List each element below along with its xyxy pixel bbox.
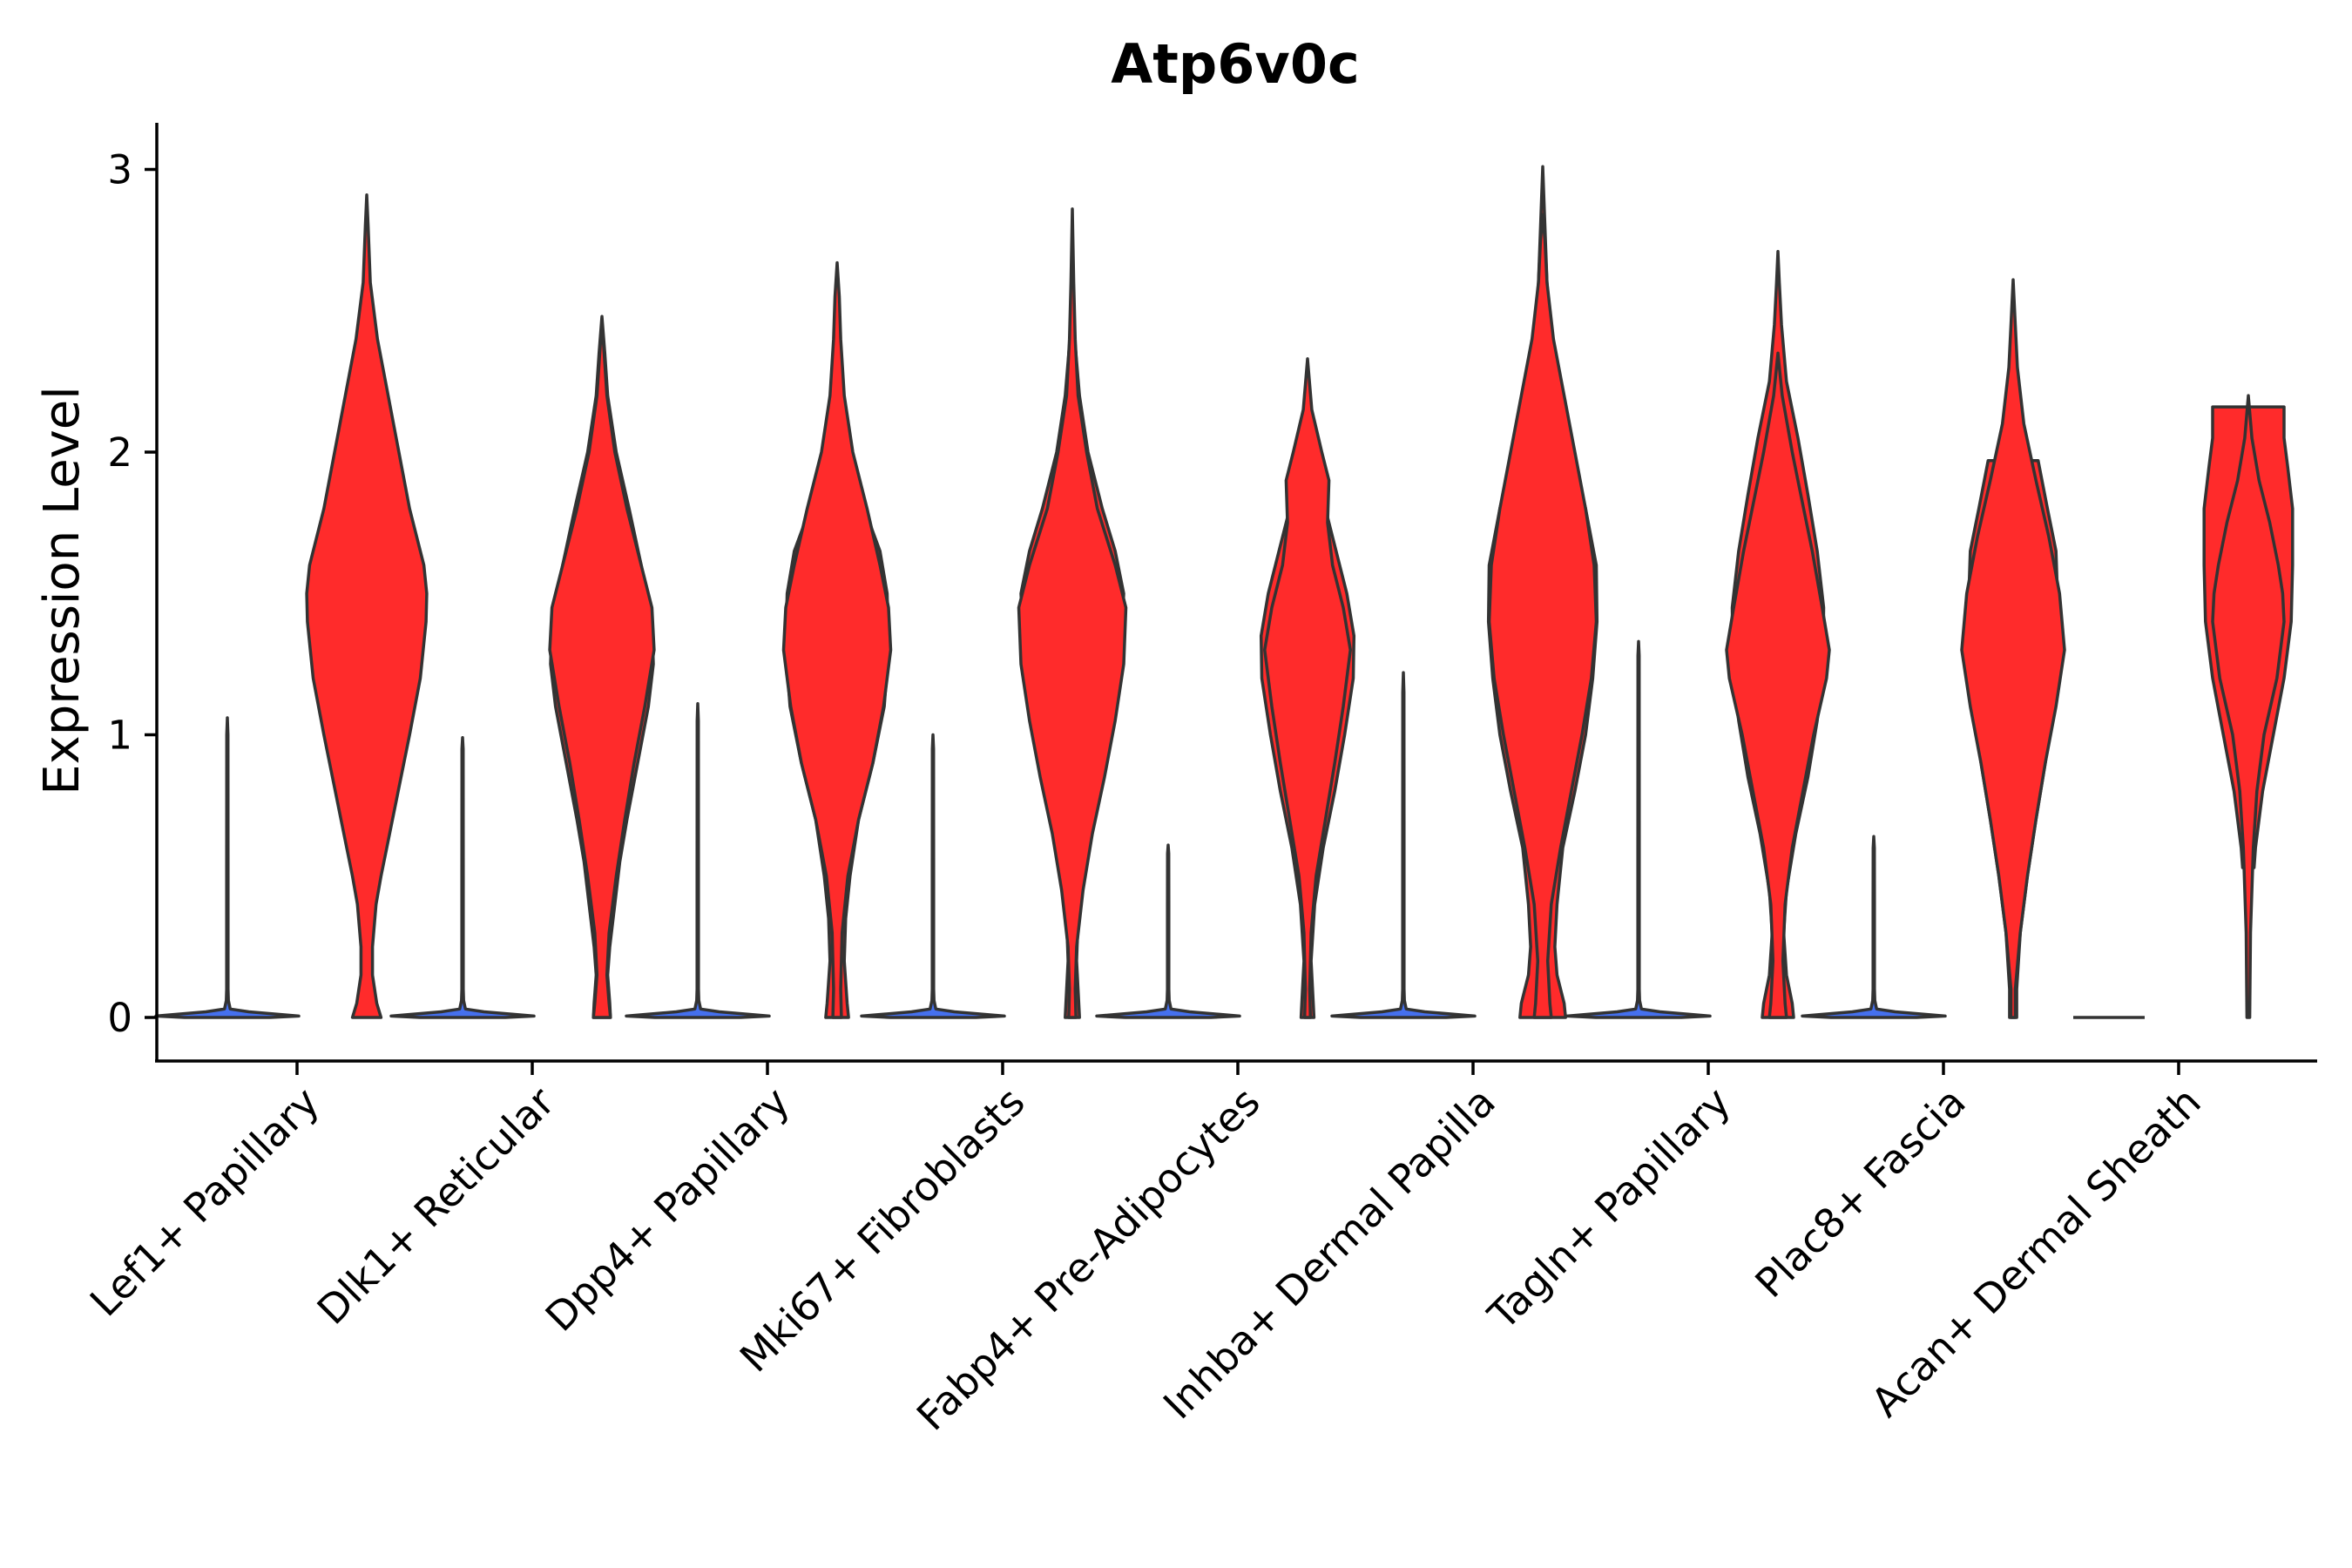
- violin-group1: [1095, 843, 1241, 1019]
- y-tick-label: 0: [107, 995, 132, 1041]
- violin-group2: [305, 193, 429, 1019]
- x-category-label: Tagln+ Papillary: [1478, 1078, 1740, 1340]
- violin-group1: [1330, 671, 1477, 1019]
- violin-group1: [860, 733, 1006, 1019]
- violin-group2: [1263, 357, 1352, 1019]
- violin-group1: [1565, 639, 1712, 1019]
- violin-group2: [1960, 278, 2066, 1019]
- chart-title: Atp6v0c: [1111, 32, 1359, 96]
- violin-group2: [2211, 394, 2286, 1019]
- violin-layer: [154, 165, 2295, 1019]
- violin-group1: [625, 702, 771, 1019]
- violin-group2: [1725, 351, 1831, 1019]
- x-category-label: Dlk1+ Reticular: [308, 1078, 564, 1334]
- x-category-label: Dpp4+ Papillary: [537, 1078, 799, 1341]
- violin-group2: [781, 260, 893, 1019]
- violin-group1: [154, 716, 301, 1019]
- x-category-label: Lef1+ Papillary: [81, 1078, 328, 1326]
- violin-group2: [1487, 213, 1598, 1019]
- violin-group1: [1801, 835, 1947, 1019]
- y-axis: 0 1 2 3: [107, 123, 159, 1061]
- x-category-label: Plac8+ Fascia: [1746, 1078, 1974, 1307]
- y-tick-label: 3: [107, 147, 132, 193]
- y-tick-label: 1: [107, 713, 132, 759]
- violin-group2: [1017, 207, 1128, 1019]
- y-axis-label: Expression Level: [34, 386, 91, 795]
- violin-group1: [389, 735, 536, 1019]
- violin-group2: [548, 320, 656, 1019]
- y-tick-label: 2: [107, 429, 132, 476]
